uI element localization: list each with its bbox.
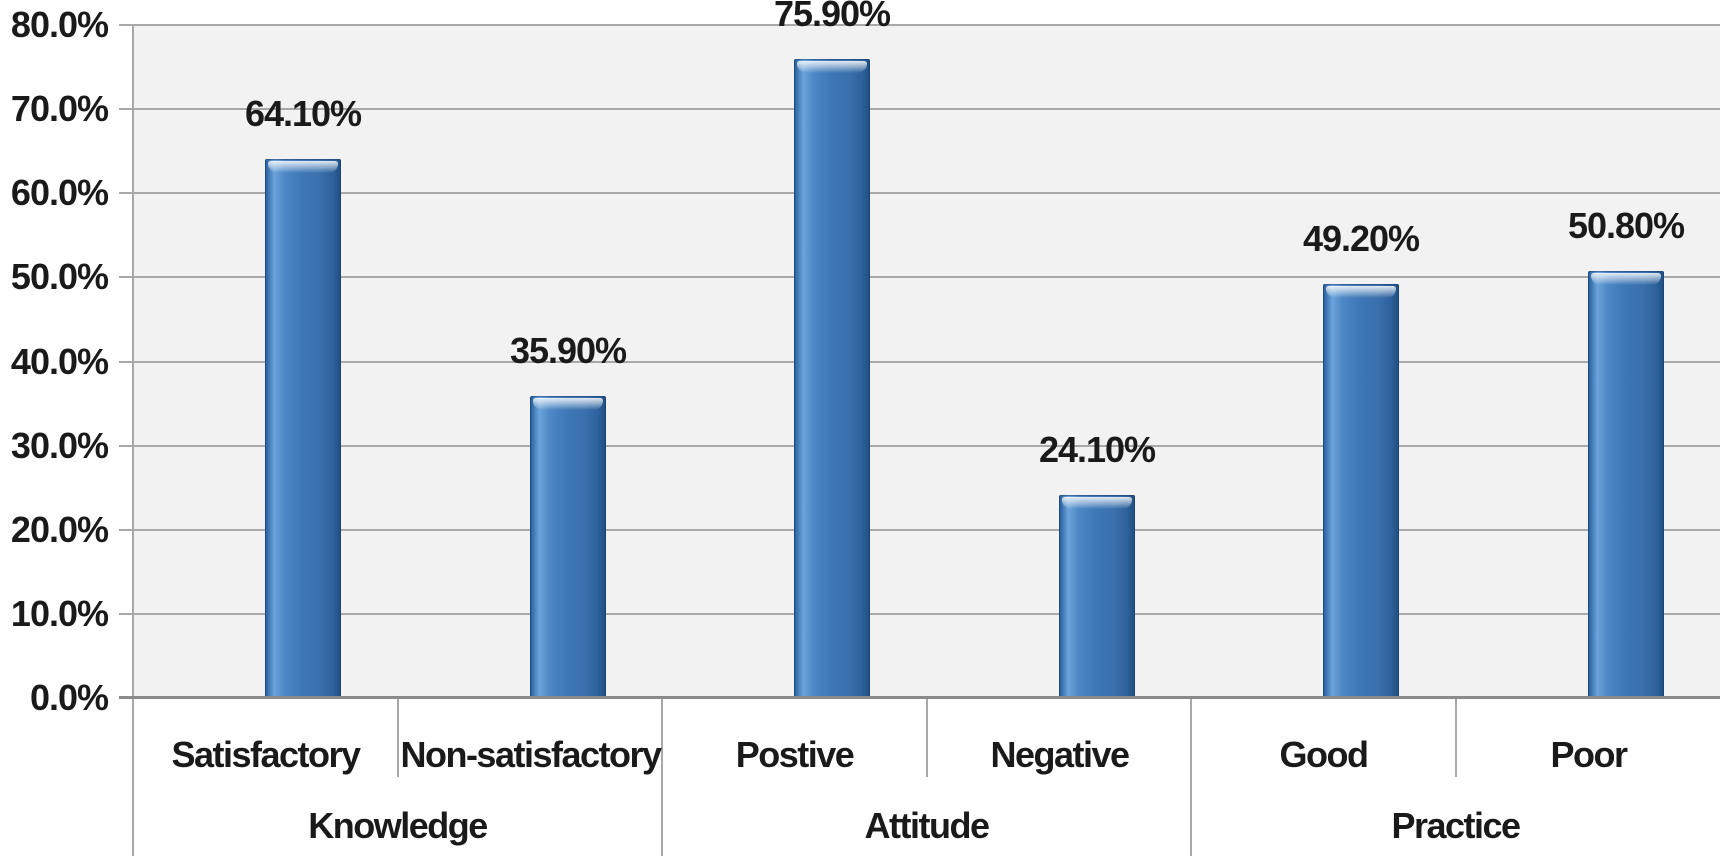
category-label-good: Good	[1279, 734, 1369, 775]
bar-value-label-postive: 75.90%	[773, 0, 891, 34]
y-tick-label-80: 80.0%	[10, 4, 109, 45]
bar-value-label-non-satisfactory: 35.90%	[509, 330, 627, 371]
gridline-80	[119, 24, 1720, 26]
y-tick-label-0: 0.0%	[29, 677, 109, 718]
gridline-30	[119, 445, 1720, 447]
y-tick-label-60: 60.0%	[10, 172, 109, 213]
category-divider	[1455, 698, 1457, 777]
category-divider	[926, 698, 928, 777]
bar-value-label-good: 49.20%	[1302, 218, 1420, 259]
category-label-non-satisfactory: Non-satisfactory	[400, 734, 662, 775]
bar-satisfactory	[265, 159, 341, 698]
plot-left-border	[132, 25, 134, 856]
bar-poor	[1588, 271, 1664, 698]
bar-value-label-poor: 50.80%	[1567, 205, 1685, 246]
y-tick-label-50: 50.0%	[10, 256, 109, 297]
group-divider	[661, 698, 663, 856]
category-label-negative: Negative	[990, 734, 1130, 775]
category-divider	[397, 698, 399, 777]
group-label-practice: Practice	[1391, 805, 1521, 846]
bar-postive	[794, 59, 870, 698]
y-tick-label-10: 10.0%	[10, 593, 109, 634]
y-tick-label-20: 20.0%	[10, 509, 109, 550]
gridline-50	[119, 276, 1720, 278]
bar-good	[1323, 284, 1399, 698]
bar-value-label-satisfactory: 64.10%	[244, 93, 362, 134]
group-divider	[1190, 698, 1192, 856]
bar-value-label-negative: 24.10%	[1038, 429, 1156, 470]
category-label-poor: Poor	[1550, 734, 1628, 775]
y-tick-label-70: 70.0%	[10, 88, 109, 129]
bar-negative	[1059, 495, 1135, 698]
gridline-40	[119, 361, 1720, 363]
y-tick-label-40: 40.0%	[10, 341, 109, 382]
category-label-satisfactory: Satisfactory	[171, 734, 361, 775]
gridline-70	[119, 108, 1720, 110]
gridline-60	[119, 192, 1720, 194]
x-axis-line	[119, 696, 1720, 699]
group-label-knowledge: Knowledge	[308, 805, 488, 846]
group-label-attitude: Attitude	[864, 805, 990, 846]
category-label-postive: Postive	[735, 734, 855, 775]
y-tick-label-30: 30.0%	[10, 425, 109, 466]
gridline-10	[119, 613, 1720, 615]
bar-non-satisfactory	[530, 396, 606, 698]
gridline-20	[119, 529, 1720, 531]
